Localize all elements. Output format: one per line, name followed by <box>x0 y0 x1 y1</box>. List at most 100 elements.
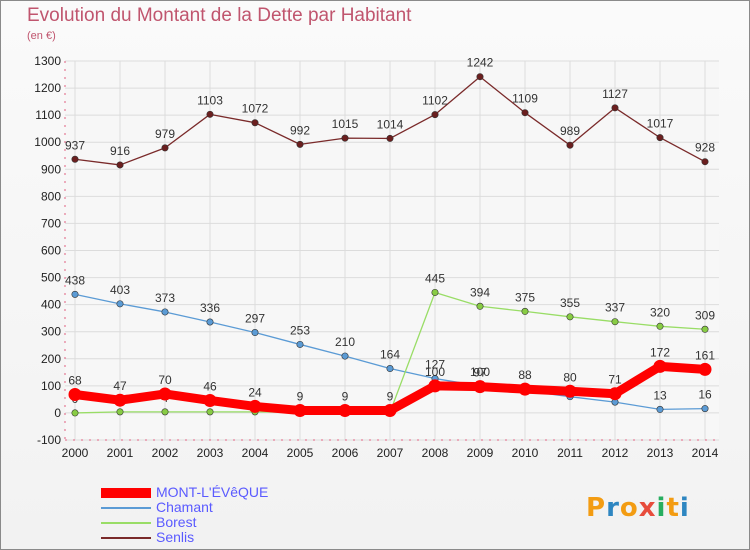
y-tick-label: 400 <box>41 298 61 312</box>
x-tick-label: 2006 <box>332 446 359 460</box>
data-point-chamant <box>116 300 124 308</box>
data-point-borest <box>656 322 664 330</box>
x-tick-label: 2010 <box>512 446 539 460</box>
legend-item-chamant: Chamant <box>101 500 361 515</box>
legend-label-senlis: Senlis <box>156 529 195 545</box>
legend-item-mont-l-eveque: MONT-L'ÉVêQUE <box>101 485 361 500</box>
data-label-chamant: 253 <box>290 323 310 337</box>
data-label-senlis: 1014 <box>377 117 404 131</box>
data-label-chamant: 297 <box>245 312 265 326</box>
data-label-borest: 320 <box>650 305 670 319</box>
data-point-senlis <box>296 140 304 148</box>
x-tick-label: 2008 <box>422 446 449 460</box>
legend-label-borest: Borest <box>156 514 197 530</box>
data-point-mont-l-eveque <box>428 379 442 393</box>
y-tick-label: -100 <box>37 433 61 447</box>
chart-title: Evolution du Montant de la Dette par Hab… <box>27 5 412 26</box>
data-label-senlis: 1015 <box>332 117 359 131</box>
data-point-mont-l-eveque <box>158 387 172 401</box>
legend-label-chamant: Chamant <box>156 499 213 515</box>
data-point-mont-l-eveque <box>113 393 127 407</box>
data-label-borest: 337 <box>605 301 625 315</box>
data-label-mont-l-eveque: 80 <box>563 370 577 384</box>
data-label-chamant: 164 <box>380 348 400 362</box>
proxiti-logo: Proxiti <box>586 493 690 523</box>
data-label-mont-l-eveque: 9 <box>342 389 349 403</box>
data-point-chamant <box>386 365 394 373</box>
legend-swatch-mont-l-eveque <box>101 488 151 498</box>
data-label-senlis: 1127 <box>602 87 628 101</box>
data-label-borest: 394 <box>470 285 490 299</box>
data-label-chamant: 210 <box>335 335 355 349</box>
data-point-borest <box>116 408 124 416</box>
logo-letter: i <box>656 493 667 523</box>
data-label-chamant: 100 <box>470 365 490 379</box>
data-point-chamant <box>251 329 259 337</box>
legend-swatch-borest <box>101 522 151 524</box>
data-label-senlis: 1109 <box>512 92 538 106</box>
data-label-chamant: 373 <box>155 291 175 305</box>
data-point-senlis <box>161 144 169 152</box>
y-tick-label: 1000 <box>34 135 61 149</box>
data-point-senlis <box>431 111 439 119</box>
data-point-senlis <box>611 104 619 112</box>
data-point-borest <box>161 408 169 416</box>
y-tick-label: 600 <box>41 244 61 258</box>
data-point-borest <box>611 318 619 326</box>
data-label-mont-l-eveque: 46 <box>203 379 217 393</box>
data-point-mont-l-eveque <box>698 362 712 376</box>
y-tick-label: 1200 <box>34 81 61 95</box>
data-label-senlis: 1103 <box>197 93 223 107</box>
data-label-mont-l-eveque: 24 <box>248 385 262 399</box>
data-label-mont-l-eveque: 68 <box>68 374 82 388</box>
data-point-borest <box>701 325 709 333</box>
legend-item-senlis: Senlis <box>101 530 361 545</box>
legend: MONT-L'ÉVêQUE Chamant Borest Senlis <box>101 485 361 545</box>
x-tick-label: 2001 <box>107 446 134 460</box>
y-tick-label: 100 <box>41 379 61 393</box>
legend-swatch-chamant <box>101 507 151 509</box>
data-point-chamant <box>206 318 214 326</box>
x-tick-label: 2002 <box>152 446 179 460</box>
data-point-senlis <box>206 110 214 118</box>
data-point-borest <box>206 408 214 416</box>
data-label-mont-l-eveque: 161 <box>695 348 715 362</box>
data-label-mont-l-eveque: 47 <box>113 379 127 393</box>
data-label-senlis: 1242 <box>467 56 494 70</box>
data-point-mont-l-eveque <box>653 359 667 373</box>
data-label-senlis: 992 <box>290 123 310 137</box>
y-tick-label: 700 <box>41 216 61 230</box>
data-point-mont-l-eveque <box>563 384 577 398</box>
y-tick-label: 0 <box>54 406 61 420</box>
data-point-senlis <box>566 141 574 149</box>
logo-letter: t <box>666 493 680 523</box>
data-point-mont-l-eveque <box>383 403 397 417</box>
data-point-borest <box>431 288 439 296</box>
x-tick-label: 2009 <box>467 446 494 460</box>
legend-swatch-senlis <box>101 537 151 539</box>
x-tick-label: 2000 <box>62 446 89 460</box>
data-point-senlis <box>386 134 394 142</box>
data-point-senlis <box>476 73 484 81</box>
data-label-mont-l-eveque: 71 <box>608 373 622 387</box>
y-tick-label: 300 <box>41 325 61 339</box>
data-label-borest: 309 <box>695 308 715 322</box>
data-point-chamant <box>296 340 304 348</box>
data-point-chamant <box>71 290 79 298</box>
data-point-mont-l-eveque <box>518 382 532 396</box>
data-label-senlis: 928 <box>695 141 715 155</box>
x-tick-label: 2003 <box>197 446 224 460</box>
legend-label-mont-l-eveque: MONT-L'ÉVêQUE <box>156 484 269 500</box>
data-label-borest: 375 <box>515 290 535 304</box>
logo-letter: x <box>638 493 657 523</box>
data-point-mont-l-eveque <box>293 403 307 417</box>
data-label-mont-l-eveque: 9 <box>387 389 394 403</box>
data-label-mont-l-eveque: 88 <box>518 368 532 382</box>
data-label-chamant: 16 <box>698 388 712 402</box>
data-point-mont-l-eveque <box>248 399 262 413</box>
logo-letter: P <box>586 493 607 523</box>
y-tick-label: 800 <box>41 189 61 203</box>
legend-item-borest: Borest <box>101 515 361 530</box>
logo-letter: r <box>606 493 620 523</box>
data-label-senlis: 989 <box>560 124 580 138</box>
